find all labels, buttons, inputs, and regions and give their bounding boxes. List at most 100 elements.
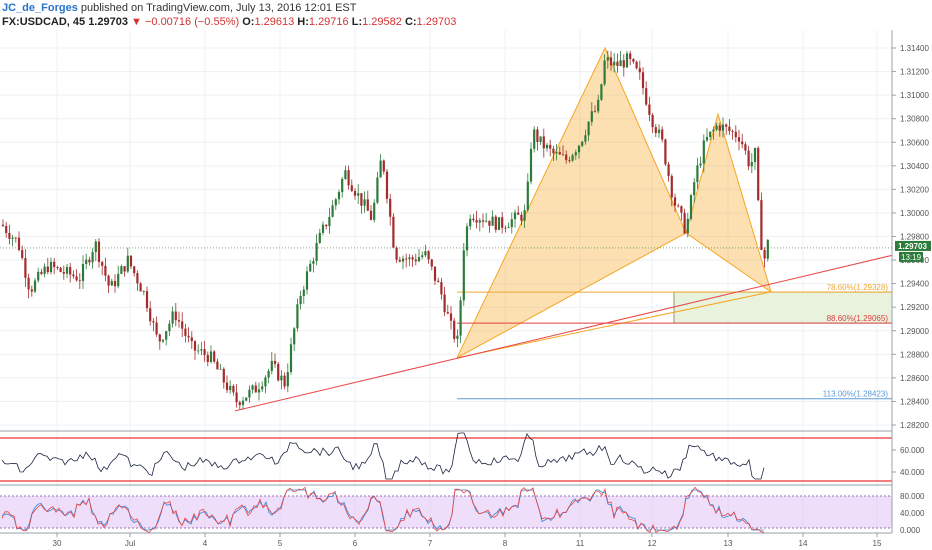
price-tick-label: 1.30400 bbox=[900, 162, 929, 171]
trendline[interactable] bbox=[234, 254, 893, 412]
candle-body bbox=[33, 280, 37, 292]
candle-body bbox=[456, 335, 459, 339]
candle-body bbox=[21, 250, 24, 259]
candle-body bbox=[107, 275, 110, 286]
candle-body bbox=[472, 218, 475, 221]
harmonic-pattern bbox=[455, 46, 772, 360]
candle-body bbox=[181, 321, 184, 329]
time-axis[interactable]: 30 Jul 4 5 6 7 8 11 12 13 14 15 bbox=[0, 532, 892, 548]
candle-body bbox=[686, 218, 689, 234]
time-tick-label: 8 bbox=[503, 539, 508, 548]
candle-body bbox=[286, 372, 289, 387]
rsi-line bbox=[1, 432, 765, 480]
candle-body bbox=[261, 386, 264, 390]
candle-body bbox=[165, 331, 168, 340]
price-axis[interactable]: 1.31400 1.31200 1.31000 1.30800 1.30600 1.304… bbox=[0, 30, 931, 533]
candle-body bbox=[683, 212, 686, 234]
candle-body bbox=[392, 216, 395, 248]
candle-body bbox=[117, 273, 120, 287]
candle-body bbox=[171, 311, 174, 324]
open-label: O: bbox=[242, 16, 255, 28]
candle-body bbox=[1, 224, 5, 226]
candle-body bbox=[299, 295, 302, 305]
candle-body bbox=[161, 339, 165, 342]
time-tick-label: 13 bbox=[724, 539, 733, 548]
candle-body bbox=[734, 131, 737, 138]
high-label: H: bbox=[297, 16, 309, 28]
candle-body bbox=[369, 210, 373, 220]
time-tick-label: 14 bbox=[799, 539, 808, 548]
candle-body bbox=[520, 214, 523, 221]
author-link[interactable]: JC_de_Forges bbox=[2, 2, 78, 14]
candle-body bbox=[94, 241, 97, 253]
fib-levels: 78.60%(1.29328) 88.60%(1.29065) 113.00%(1.… bbox=[457, 283, 892, 400]
time-tick-label: 6 bbox=[353, 539, 358, 548]
stoch-tick-label: 40.000 bbox=[900, 509, 925, 518]
close-label: C: bbox=[404, 16, 417, 28]
candle-body bbox=[289, 344, 293, 373]
symbol-label[interactable]: FX:USDCAD, 45 bbox=[2, 16, 86, 28]
current-price-label: 1.29703 bbox=[898, 242, 927, 251]
candle-body bbox=[350, 185, 353, 192]
grid bbox=[0, 30, 892, 533]
candle-body bbox=[545, 144, 549, 149]
candle-body bbox=[613, 61, 616, 66]
time-tick-label: 12 bbox=[648, 539, 657, 548]
candle-body bbox=[203, 349, 206, 355]
pattern-triangle-bcd bbox=[685, 112, 772, 294]
candle-body bbox=[37, 271, 40, 281]
candle-body bbox=[577, 145, 581, 153]
candle-body bbox=[395, 247, 398, 260]
candle-body bbox=[379, 160, 382, 178]
candle-body bbox=[747, 150, 750, 167]
candle-body bbox=[302, 289, 305, 296]
candle-body bbox=[49, 261, 53, 273]
candle-body bbox=[568, 160, 571, 161]
candle-body bbox=[296, 304, 299, 329]
price-tick-label: 1.30200 bbox=[900, 185, 929, 194]
rsi-tick-label: 40.000 bbox=[900, 468, 925, 477]
candle-body bbox=[539, 136, 542, 142]
candle-body bbox=[737, 137, 741, 142]
candle-body bbox=[680, 206, 683, 213]
candle-body bbox=[184, 328, 187, 336]
candle-body bbox=[600, 84, 603, 100]
price-tick-label: 1.28200 bbox=[900, 421, 929, 430]
candle-body bbox=[14, 237, 17, 239]
rsi-tick-label: 60.000 bbox=[900, 446, 925, 455]
price-tick-label: 1.28400 bbox=[900, 397, 929, 406]
candle-body bbox=[430, 259, 433, 267]
stoch-d-line bbox=[1, 486, 765, 534]
candle-body bbox=[635, 61, 638, 69]
candle-body bbox=[462, 250, 465, 301]
candle-body bbox=[744, 144, 747, 151]
price-tick-label: 1.30600 bbox=[900, 138, 929, 147]
candle-body bbox=[81, 264, 85, 281]
candle-body bbox=[437, 280, 440, 283]
candles bbox=[1, 50, 769, 410]
candle-body bbox=[401, 258, 405, 262]
candle-body bbox=[91, 252, 94, 263]
low-value: 1.29582 bbox=[362, 16, 402, 28]
candle-body bbox=[357, 193, 360, 196]
time-tick-label: 7 bbox=[428, 539, 433, 548]
rsi-panel: 60.000 40.000 bbox=[0, 430, 925, 482]
candle-body bbox=[43, 266, 46, 274]
candle-body bbox=[648, 104, 651, 115]
candle-body bbox=[213, 351, 216, 362]
candle-body bbox=[123, 266, 126, 272]
candle-body bbox=[341, 178, 344, 193]
candle-body bbox=[200, 349, 203, 351]
candle-body bbox=[542, 136, 545, 149]
price-tick-label: 1.31400 bbox=[900, 44, 929, 53]
price-tick-label: 1.29800 bbox=[900, 233, 929, 242]
candle-body bbox=[75, 276, 78, 281]
candle-body bbox=[709, 131, 712, 138]
candle-body bbox=[718, 125, 721, 131]
price-tick-label: 1.29000 bbox=[900, 327, 929, 336]
candle-body bbox=[536, 129, 539, 142]
plot-background bbox=[0, 30, 892, 533]
candle-body bbox=[337, 192, 341, 200]
candle-body bbox=[555, 152, 558, 154]
